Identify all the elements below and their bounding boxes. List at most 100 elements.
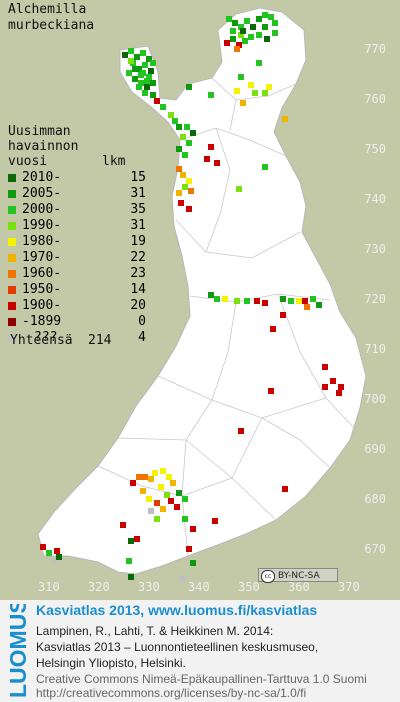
observation-square (186, 84, 192, 90)
legend-swatch (8, 222, 16, 230)
observation-square (154, 500, 160, 506)
lat-label: 760 (364, 92, 386, 106)
lon-label: 330 (138, 580, 160, 594)
observation-square (262, 12, 268, 18)
observation-square (174, 504, 180, 510)
map-area: Alchemilla murbeckiana Uusimman havainno… (0, 0, 400, 600)
legend-item: 1980- 19 (6, 234, 146, 250)
finland-map (37, 7, 367, 582)
legend-count: 31 (130, 186, 146, 201)
legend-item: ??? 4 (6, 330, 146, 346)
observation-square (128, 574, 134, 580)
observation-square (180, 172, 186, 178)
observation-square (238, 32, 244, 38)
observation-square (272, 30, 278, 36)
observation-square (52, 556, 58, 562)
citation-line-2: Kasviatlas 2013 – Luonnontieteellinen ke… (36, 640, 319, 654)
observation-square (142, 62, 148, 68)
legend-total-value: 214 (88, 333, 112, 348)
observation-square (132, 66, 138, 72)
legend-total-label: Yhteensä (10, 333, 73, 348)
atlas-link[interactable]: Kasviatlas 2013, www.luomus.fi/kasviatla… (36, 602, 318, 618)
observation-square (282, 116, 288, 122)
observation-square (150, 80, 156, 86)
observation-square (138, 80, 144, 86)
legend-count: 20 (130, 298, 146, 313)
lat-label: 750 (364, 142, 386, 156)
legend-label: -1899 (22, 314, 62, 329)
observation-square (236, 186, 242, 192)
legend-count: 23 (130, 266, 146, 281)
observation-square (248, 34, 254, 40)
observation-square (250, 24, 256, 30)
observation-square (140, 488, 146, 494)
legend-item: 1950- 14 (6, 282, 146, 298)
finland-land (37, 7, 367, 575)
legend-label: ??? (34, 330, 58, 345)
lat-label: 670 (364, 542, 386, 556)
legend-item: 2010- 15 (6, 170, 146, 186)
legend-label: 1970- (22, 250, 62, 265)
observation-square (160, 468, 166, 474)
observation-square (136, 84, 142, 90)
legend-count: 22 (130, 250, 146, 265)
observation-square (128, 48, 134, 54)
legend-label: 1950- (22, 282, 62, 297)
lat-label: 740 (364, 192, 386, 206)
observation-square (240, 100, 246, 106)
observation-square (176, 166, 182, 172)
observation-square (248, 82, 254, 88)
luomus-logo-text: LUOMUS (5, 604, 31, 698)
legend-item: 1970- 22 (6, 250, 146, 266)
license-url[interactable]: http://creativecommons.org/licenses/by-n… (36, 686, 307, 700)
observation-square (186, 546, 192, 552)
observation-square (164, 492, 170, 498)
observation-square (280, 312, 286, 318)
observation-square (134, 536, 140, 542)
legend-swatch (8, 270, 16, 278)
observation-square (168, 112, 174, 118)
legend-swatch (8, 334, 16, 342)
observation-square (338, 384, 344, 390)
observation-square (186, 206, 192, 212)
lat-label: 720 (364, 292, 386, 306)
observation-square (280, 296, 286, 302)
observation-square (214, 160, 220, 166)
legend-count: 35 (130, 202, 146, 217)
legend-swatch (8, 254, 16, 262)
citation-line-1: Lampinen, R., Lahti, T. & Heikkinen M. 2… (36, 624, 274, 638)
observation-square (226, 16, 232, 22)
species-genus: Alchemilla (8, 2, 87, 17)
observation-square (230, 36, 236, 42)
observation-square (214, 296, 220, 302)
observation-square (180, 134, 186, 140)
observation-square (310, 296, 316, 302)
observation-square (184, 124, 190, 130)
observation-square (142, 474, 148, 480)
legend-item: 1990- 31 (6, 218, 146, 234)
observation-square (182, 496, 188, 502)
observation-square (180, 576, 186, 582)
legend-swatch (8, 318, 16, 326)
legend-item: 2005- 31 (6, 186, 146, 202)
cc-license-badge[interactable]: cc BY-NC-SA (258, 568, 338, 583)
observation-square (208, 292, 214, 298)
luomus-logo: LUOMUS (5, 604, 31, 698)
legend-label: 1990- (22, 218, 62, 233)
legend-label: 1980- (22, 234, 62, 249)
lat-label: 690 (364, 442, 386, 456)
legend-title-line3: vuosi (8, 154, 48, 169)
observation-square (176, 124, 182, 130)
observation-square (304, 304, 310, 310)
observation-square (230, 28, 236, 34)
legend-swatch (8, 206, 16, 214)
lat-label: 680 (364, 492, 386, 506)
observation-square (270, 326, 276, 332)
observation-square (134, 54, 140, 60)
observation-square (232, 20, 238, 26)
observation-square (234, 298, 240, 304)
observation-square (148, 508, 154, 514)
observation-square (190, 130, 196, 136)
observation-square (208, 92, 214, 98)
species-epithet: murbeckiana (8, 18, 95, 33)
